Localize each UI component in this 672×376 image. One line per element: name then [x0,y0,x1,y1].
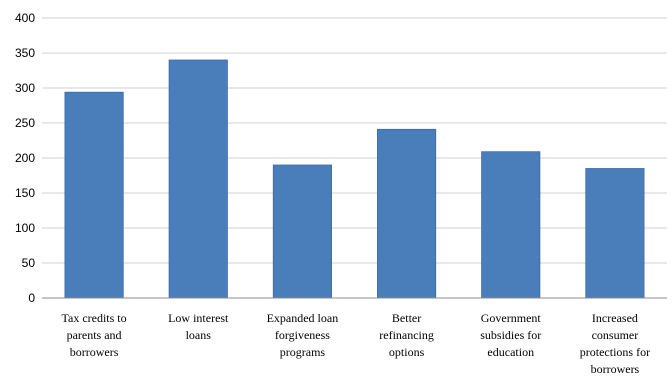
gridlines [42,17,667,264]
x-category-label-line: Government [481,311,542,325]
x-category-label-line: loans [186,328,212,342]
bars [64,59,645,299]
bar [585,168,645,299]
x-category-label-line: Increased [592,311,638,325]
y-axis-ticks: 0 50 100 150 200 250 300 350 400 [15,11,35,305]
y-tick-label: 50 [22,256,36,270]
x-category-label: Better refinancing options [379,311,434,359]
x-category-label-line: refinancing [379,328,434,342]
x-category-label: Low interest loans [168,311,229,342]
y-tick-label: 0 [28,291,35,305]
x-category-label: Increased consumer protections for borrower… [580,311,650,376]
y-tick-label: 100 [15,221,35,235]
y-tick-label: 200 [15,151,35,165]
y-tick-label: 250 [15,116,35,130]
x-category-label-line: protections for [580,345,650,359]
x-category-label-line: forgiveness [275,328,330,342]
x-category-label-line: options [389,345,425,359]
x-category-label-line: subsidies for [480,328,541,342]
bar [272,164,332,299]
x-category-label-line: programs [280,345,326,359]
x-category-label-line: Expanded loan [267,311,339,325]
x-category-label: Expanded loan forgiveness programs [267,311,339,359]
y-tick-label: 150 [15,186,35,200]
x-category-label-line: Low interest [168,311,229,325]
bar [377,128,437,299]
x-category-label: Government subsidies for education [480,311,541,359]
x-category-label: Tax credits to parents and borrowers [62,311,127,359]
bar [168,59,228,299]
x-category-label-line: Tax credits to [62,311,127,325]
y-tick-label: 350 [15,46,35,60]
x-category-label-line: parents and [67,328,122,342]
x-category-label-line: education [487,345,534,359]
x-axis-labels: Tax credits to parents and borrowers Low in… [62,311,651,376]
x-category-label-line: consumer [592,328,639,342]
bar [481,151,541,299]
x-category-label-line: Better [392,311,421,325]
y-tick-label: 400 [15,11,35,25]
x-category-label-line: borrowers [591,362,640,376]
x-category-label-line: borrowers [70,345,119,359]
y-tick-label: 300 [15,81,35,95]
bar [64,91,124,299]
